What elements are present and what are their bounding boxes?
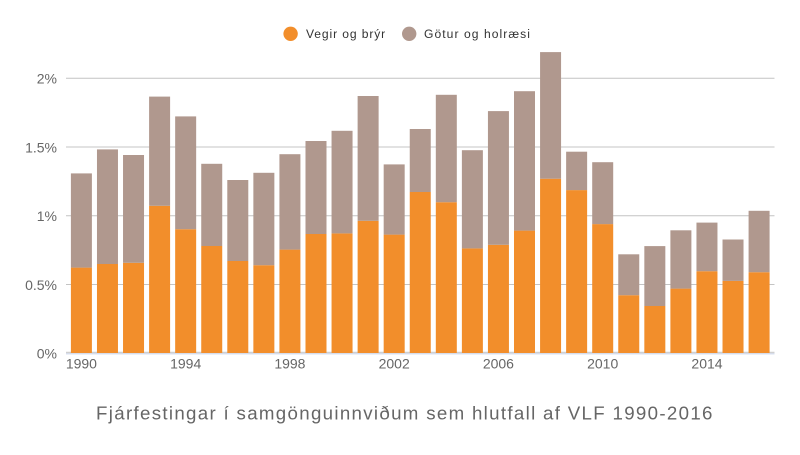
svg-text:0%: 0% bbox=[37, 346, 57, 362]
svg-text:1.5%: 1.5% bbox=[25, 139, 57, 155]
svg-text:2010: 2010 bbox=[587, 356, 618, 372]
svg-text:2014: 2014 bbox=[691, 356, 722, 372]
svg-text:2006: 2006 bbox=[483, 356, 514, 372]
svg-text:2002: 2002 bbox=[379, 356, 410, 372]
svg-text:Vegir og brýr: Vegir og brýr bbox=[306, 27, 386, 41]
svg-text:0.5%: 0.5% bbox=[25, 277, 57, 293]
svg-text:1%: 1% bbox=[37, 208, 57, 224]
svg-text:2%: 2% bbox=[37, 71, 57, 87]
svg-text:Fjárfestingar í samgönguinnvið: Fjárfestingar í samgönguinnviðum sem hlu… bbox=[96, 403, 714, 424]
svg-text:Götur og holræsi: Götur og holræsi bbox=[424, 27, 531, 41]
svg-text:1994: 1994 bbox=[170, 356, 201, 372]
svg-text:1998: 1998 bbox=[274, 356, 305, 372]
svg-text:1990: 1990 bbox=[66, 356, 97, 372]
